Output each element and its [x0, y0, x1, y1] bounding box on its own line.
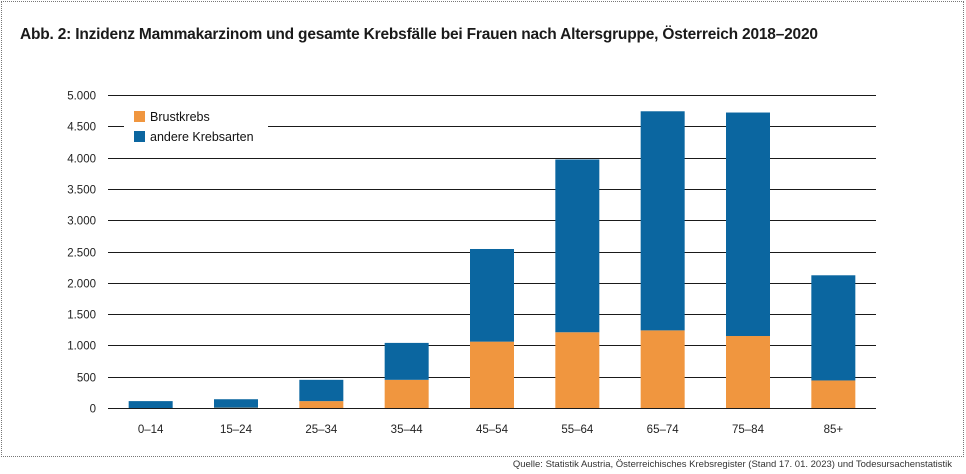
legend-background	[124, 106, 268, 150]
bar-brustkrebs	[299, 401, 344, 408]
x-tick-label: 55–64	[561, 424, 594, 436]
bars	[128, 111, 856, 408]
y-tick-label: 1.500	[67, 310, 96, 322]
bar-brustkrebs	[555, 332, 600, 408]
legend: Brustkrebs andere Krebsarten	[124, 106, 268, 150]
bar-andere-krebsarten	[384, 342, 429, 380]
bar-brustkrebs	[384, 379, 429, 408]
bar-brustkrebs	[640, 330, 685, 408]
legend-label-brustkrebs: Brustkrebs	[150, 110, 210, 124]
y-tick-label: 5.000	[67, 91, 96, 103]
bar-andere-krebsarten	[640, 111, 685, 331]
x-tick-label: 0–14	[138, 424, 164, 436]
bar-andere-krebsarten	[811, 275, 856, 381]
legend-swatch-andere-krebsarten	[134, 131, 145, 142]
x-tick-label: 35–44	[391, 424, 424, 436]
x-tick-label: 25–34	[305, 424, 338, 436]
bar-brustkrebs	[470, 341, 514, 408]
y-tick-label: 1.000	[67, 341, 96, 353]
legend-label-andere-krebsarten: andere Krebsarten	[150, 130, 254, 144]
bar-andere-krebsarten	[299, 379, 344, 402]
y-tick-label: 3.000	[67, 216, 96, 228]
bar-andere-krebsarten	[128, 401, 173, 408]
bar-andere-krebsarten	[470, 248, 514, 342]
bar-brustkrebs	[726, 336, 770, 408]
bar-brustkrebs	[811, 380, 856, 408]
y-tick-label: 2.000	[67, 279, 96, 291]
y-tick-label: 0	[90, 404, 96, 416]
x-axis-ticks: 0–14 15–24 25–34 35–44 45–54 55–64 65–74 75–84 8…	[138, 424, 843, 436]
bar-andere-krebsarten	[555, 159, 600, 333]
source-note: Quelle: Statistik Austria, Österreichisc…	[512, 459, 952, 470]
x-tick-label: 85+	[824, 424, 844, 436]
y-tick-label: 4.000	[67, 154, 96, 166]
y-tick-label: 2.500	[67, 248, 96, 260]
y-tick-label: 4.500	[67, 122, 96, 134]
y-axis-ticks: 0 500 1.000 1.500 2.000 2.500 3.000 3.500 4.000 4…	[67, 91, 96, 416]
y-tick-label: 3.500	[67, 185, 96, 197]
x-tick-label: 15–24	[220, 424, 253, 436]
bar-andere-krebsarten	[214, 399, 258, 408]
x-tick-label: 75–84	[732, 424, 765, 436]
x-tick-label: 65–74	[647, 424, 680, 436]
chart-title: Abb. 2: Inzidenz Mammakarzinom und gesam…	[20, 26, 818, 43]
legend-swatch-brustkrebs	[134, 111, 145, 122]
y-tick-label: 500	[77, 373, 96, 385]
bar-andere-krebsarten	[726, 112, 770, 337]
x-tick-label: 45–54	[476, 424, 509, 436]
